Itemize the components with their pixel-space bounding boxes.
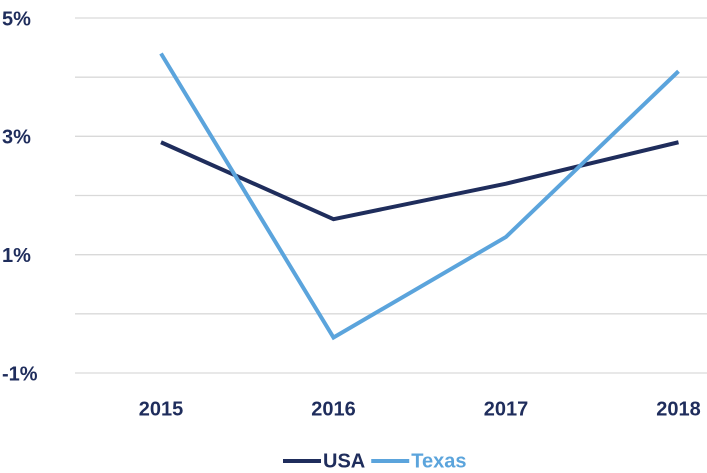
legend-label: Texas	[411, 450, 466, 472]
legend-label: USA	[323, 450, 365, 472]
x-tick-label: 2016	[311, 398, 356, 420]
x-tick-label: 2017	[484, 398, 529, 420]
x-tick-label: 2018	[656, 398, 701, 420]
x-tick-label: 2015	[139, 398, 184, 420]
series-line	[159, 52, 680, 341]
series-line	[160, 140, 679, 222]
y-tick-label: 5%	[2, 8, 31, 30]
y-tick-label: 1%	[2, 245, 31, 267]
y-tick-label: 3%	[2, 127, 31, 149]
y-tick-label: -1%	[2, 363, 38, 385]
